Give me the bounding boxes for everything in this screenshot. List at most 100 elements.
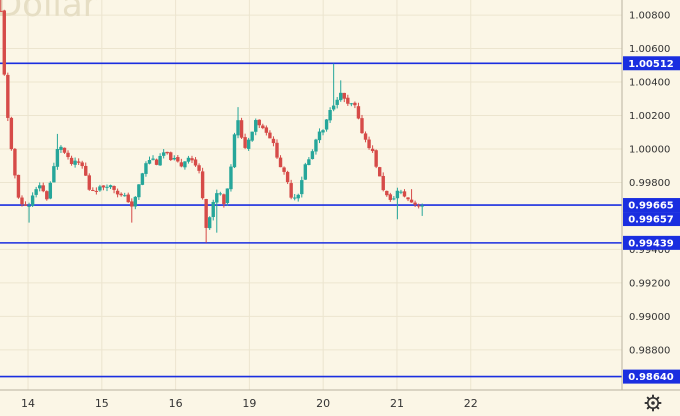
candle-body	[264, 127, 269, 133]
candle-body	[278, 157, 283, 168]
candle-body	[360, 118, 364, 134]
candle-body	[303, 164, 308, 180]
candle-body	[0, 10, 3, 12]
candle-body	[101, 185, 106, 188]
candle-body	[6, 74, 10, 118]
candle-body	[317, 131, 322, 141]
candle-body	[339, 92, 343, 101]
candle-body	[261, 125, 265, 129]
candle-body	[108, 185, 113, 188]
candle-body	[55, 149, 60, 167]
candle-body	[218, 193, 223, 195]
candle-body	[204, 199, 208, 228]
candle-body	[98, 186, 102, 191]
candle-body	[190, 158, 194, 161]
candle-body	[268, 132, 272, 139]
candle-body	[165, 151, 169, 154]
candle-body	[169, 152, 173, 161]
candle-body	[239, 120, 244, 138]
candle-body	[161, 152, 166, 156]
candle-body	[292, 197, 297, 199]
candle-body	[207, 217, 212, 229]
level-badge-text: 0.98640	[628, 372, 674, 383]
candle-body	[246, 139, 251, 149]
y-tick-label: 1.00600	[629, 44, 670, 55]
candle-body	[80, 162, 84, 167]
candle-body	[289, 183, 293, 198]
candle-body	[420, 205, 424, 207]
y-tick-label: 0.99200	[629, 278, 670, 289]
grid	[0, 0, 622, 390]
candle-body	[275, 142, 279, 158]
candle-body	[374, 150, 378, 167]
candle-body	[211, 201, 215, 218]
level-badge-bg	[623, 235, 680, 250]
candle-body	[385, 190, 389, 196]
x-tick-label: 21	[390, 397, 404, 410]
candle-body	[179, 162, 184, 167]
candle-body	[158, 155, 162, 166]
candle-body	[9, 117, 14, 150]
candle-body	[257, 119, 261, 126]
candle-body	[222, 194, 226, 204]
candle-body	[321, 130, 325, 133]
candle-body	[363, 133, 368, 140]
candle-body	[126, 194, 130, 203]
candle-body	[236, 120, 240, 136]
candle-body	[69, 157, 74, 164]
candle-body	[409, 199, 414, 203]
candle-body	[186, 157, 191, 162]
level-badge-bg	[623, 198, 680, 213]
candle-body	[133, 196, 138, 207]
candle-body	[243, 137, 247, 148]
candle-body	[271, 138, 276, 144]
candle-body	[137, 184, 141, 198]
candle-body	[20, 197, 24, 205]
candle-body	[310, 151, 315, 160]
level-lines	[0, 62, 622, 378]
candle-body	[388, 194, 393, 200]
candle-body	[48, 182, 53, 199]
candle-body	[356, 106, 361, 119]
candle-body	[300, 180, 304, 195]
candle-body	[331, 105, 336, 110]
candle-body	[229, 166, 233, 190]
x-tick-label: 19	[242, 397, 256, 410]
candle-body	[225, 188, 230, 204]
candle-body	[200, 171, 205, 199]
price-badges: 1.00512 0.99665 0.99439 0.98640 0.99657	[623, 56, 680, 384]
candle-body	[37, 185, 42, 189]
time-axis: 14 15 16 19 20 21 22	[21, 397, 478, 410]
candle-body	[172, 157, 176, 160]
candle-body	[377, 167, 382, 177]
gear-icon[interactable]	[644, 394, 662, 412]
candle-body	[197, 165, 201, 171]
y-tick-label: 0.99800	[629, 178, 670, 189]
candle-body	[402, 191, 407, 197]
candle-body	[342, 92, 346, 99]
candle-body	[62, 147, 67, 153]
candle-body	[122, 195, 127, 197]
candle-body	[367, 139, 371, 149]
candle-body	[314, 139, 318, 152]
candle-body	[2, 10, 6, 75]
candle-body	[370, 148, 375, 152]
candle-body	[45, 191, 49, 200]
candle-body	[41, 185, 45, 192]
candle-body	[250, 131, 254, 141]
candle-body	[115, 190, 120, 195]
candle-body	[154, 159, 159, 165]
x-tick-label: 15	[95, 397, 109, 410]
candle-body	[381, 175, 385, 191]
level-badge-text: 1.00512	[628, 59, 674, 70]
y-tick-label: 1.00000	[629, 144, 670, 155]
candle-body	[151, 158, 155, 160]
y-tick-label: 0.99400	[629, 245, 670, 256]
candles	[0, 0, 424, 243]
candle-body	[392, 198, 396, 200]
candle-body	[335, 99, 339, 105]
price-axis: 1.00800 1.00600 1.00400 1.00200 1.00000 0.998…	[629, 11, 670, 357]
